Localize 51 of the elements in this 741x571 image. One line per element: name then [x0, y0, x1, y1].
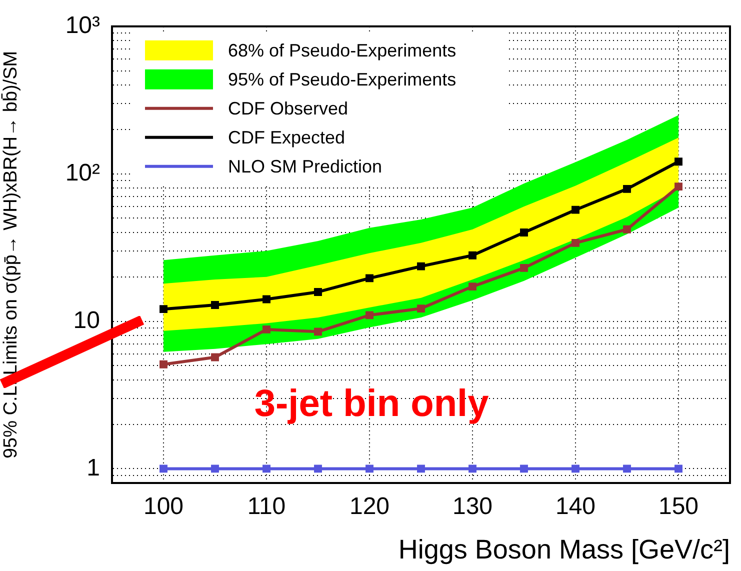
x-tick-label: 100	[143, 493, 184, 520]
point	[674, 182, 682, 191]
point	[623, 184, 631, 193]
point	[468, 464, 476, 473]
point	[674, 158, 682, 166]
point	[468, 251, 476, 260]
point	[366, 311, 374, 320]
point	[572, 464, 580, 473]
point	[417, 262, 425, 270]
point	[366, 464, 374, 473]
x-tick-label: 150	[658, 493, 699, 520]
point	[211, 353, 219, 362]
point	[623, 464, 631, 473]
legend-label: CDF Expected	[228, 127, 346, 148]
point	[262, 464, 270, 473]
point	[160, 305, 168, 314]
point	[674, 464, 682, 473]
point	[572, 238, 580, 247]
legend-label: 68% of Pseudo-Experiments	[228, 40, 456, 60]
point	[211, 300, 219, 309]
legend-label: NLO SM Prediction	[228, 156, 382, 176]
point	[520, 464, 528, 473]
point	[262, 295, 270, 304]
point	[417, 304, 425, 313]
y-tick-label: 10²	[65, 159, 100, 186]
x-tick-label: 130	[452, 493, 493, 520]
x-tick-label: 120	[349, 493, 390, 520]
x-tick-label: 140	[555, 493, 596, 520]
point	[417, 464, 425, 473]
point	[520, 264, 528, 272]
legend-label: 95% of Pseudo-Experiments	[228, 69, 456, 90]
point	[314, 464, 322, 473]
point	[211, 464, 219, 473]
point	[160, 360, 168, 368]
point	[366, 274, 374, 282]
point	[623, 225, 631, 234]
x-tick-label: 110	[247, 493, 286, 520]
point	[160, 464, 168, 473]
point	[520, 228, 528, 236]
y-tick-label: 10³	[65, 12, 100, 40]
point	[314, 288, 322, 296]
point	[314, 328, 322, 336]
point	[572, 206, 580, 214]
x-axis-title: Higgs Boson Mass [GeV/c²]	[398, 534, 730, 564]
y-tick-label: 10	[73, 306, 100, 334]
point	[468, 282, 476, 291]
y-tick-label: 1	[86, 454, 100, 482]
y-axis-title: 95% C.L. Limits on σ(pp̄→ WH)xBR(H→ bb̄)/SM	[0, 50, 22, 459]
point	[262, 325, 270, 334]
legend-label: CDF Observed	[228, 98, 348, 118]
annotation: 3-jet bin only	[254, 382, 489, 425]
